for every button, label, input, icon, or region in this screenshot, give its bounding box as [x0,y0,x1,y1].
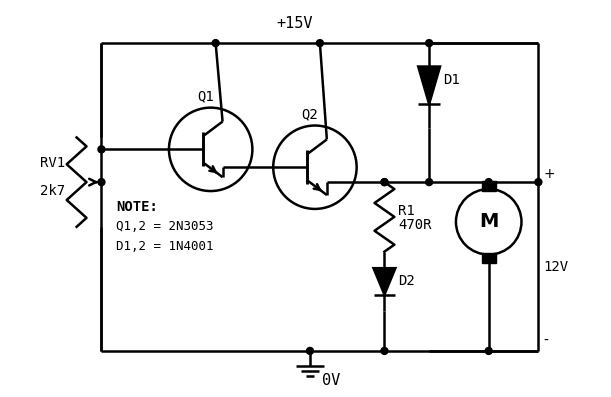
Text: 2k7: 2k7 [40,184,65,198]
Text: +: + [543,167,555,181]
Circle shape [535,179,542,185]
Text: Q1: Q1 [197,90,214,104]
Circle shape [381,179,388,185]
Bar [481,252,496,262]
Text: 12V: 12V [543,260,568,274]
Text: RV1: RV1 [40,156,65,170]
Text: 0V: 0V [322,373,340,388]
Circle shape [426,40,433,46]
Text: NOTE:: NOTE: [116,200,158,214]
Polygon shape [418,67,440,104]
Text: D2: D2 [398,274,415,288]
Polygon shape [373,268,395,295]
Text: D1,2 = 1N4001: D1,2 = 1N4001 [116,240,214,253]
Text: D1: D1 [443,73,460,87]
Circle shape [212,40,219,46]
Circle shape [485,179,492,185]
Circle shape [381,347,388,355]
Text: Q1,2 = 2N3053: Q1,2 = 2N3053 [116,220,214,233]
Text: 470R: 470R [398,218,432,232]
Text: R1: R1 [398,204,415,218]
Circle shape [426,179,433,185]
Circle shape [307,347,313,355]
Text: +15V: +15V [277,16,313,31]
Text: Q2: Q2 [302,108,318,121]
Text: -: - [543,334,548,348]
Circle shape [316,40,323,46]
Circle shape [98,146,105,153]
Circle shape [381,179,388,185]
Text: M: M [479,212,499,231]
Circle shape [98,179,105,185]
Circle shape [485,347,492,355]
Bar [481,181,496,191]
